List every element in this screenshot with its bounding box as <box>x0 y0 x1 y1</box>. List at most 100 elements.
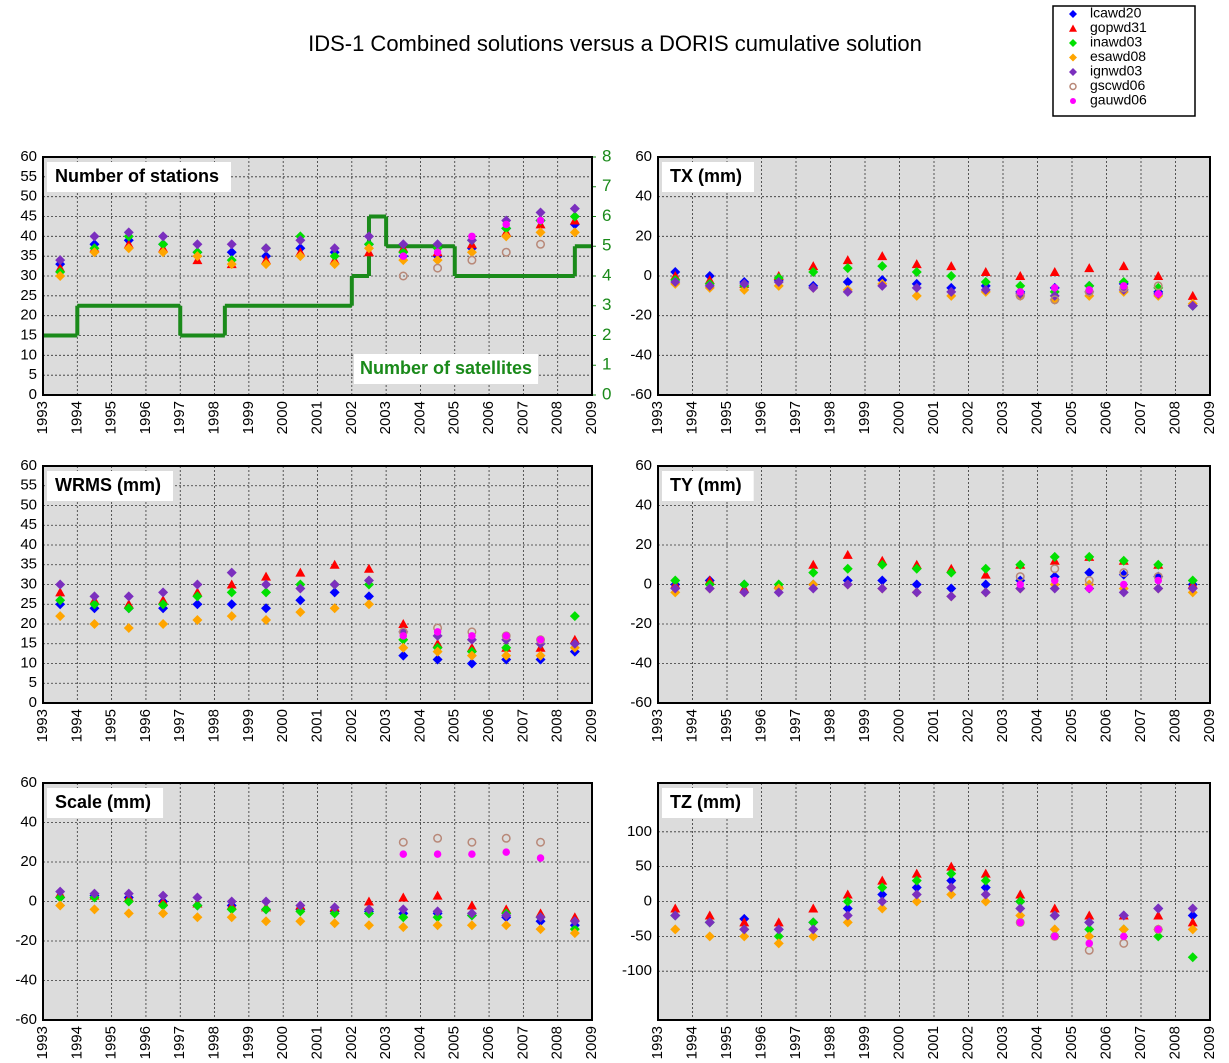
point <box>773 938 784 949</box>
x-tick-label: 2008 <box>1166 401 1183 434</box>
y-tick-label: 60 <box>20 148 37 165</box>
y-tick-label: 20 <box>20 853 37 870</box>
y-tick-label: 40 <box>20 227 37 244</box>
point <box>808 903 819 913</box>
point <box>1015 271 1026 280</box>
point <box>226 599 237 610</box>
point <box>1153 910 1164 920</box>
y-tick-label: -40 <box>630 654 652 671</box>
point <box>1153 583 1164 594</box>
x-tick-label: 2007 <box>1132 1026 1149 1059</box>
point <box>55 595 66 606</box>
legend-label: inawd03 <box>1090 34 1142 50</box>
point <box>569 611 580 622</box>
point <box>911 875 922 886</box>
point <box>946 861 957 871</box>
point <box>329 587 340 598</box>
legend-marker <box>1069 53 1077 62</box>
point <box>946 286 957 297</box>
x-tick-label: 1999 <box>856 401 873 434</box>
point <box>535 650 546 661</box>
satellites-label: Number of satellites <box>360 358 532 378</box>
x-tick-label: 1994 <box>68 401 85 434</box>
point <box>468 632 476 640</box>
x-tick-label: 2005 <box>1063 401 1080 434</box>
x-tick-label: 2000 <box>890 1026 907 1059</box>
point <box>569 916 580 927</box>
point <box>123 603 134 614</box>
y-tick-label: -50 <box>630 927 652 944</box>
point <box>536 216 545 225</box>
point <box>808 282 819 293</box>
point <box>980 587 991 598</box>
y-tick-label: 100 <box>627 823 652 840</box>
point <box>329 259 340 270</box>
x-tick-label: 2004 <box>1028 401 1045 434</box>
x-tick-label: 1997 <box>787 1026 804 1059</box>
point <box>1084 910 1095 920</box>
point <box>1153 931 1164 942</box>
point <box>980 579 991 590</box>
x-tick-label: 2006 <box>480 709 497 742</box>
point <box>158 908 169 919</box>
point <box>261 259 272 270</box>
legend-box <box>1052 5 1196 117</box>
point <box>911 563 922 574</box>
point <box>739 284 750 295</box>
point <box>1118 569 1129 580</box>
x-tick-label: 1999 <box>240 401 257 434</box>
point <box>226 239 237 250</box>
point <box>501 910 512 921</box>
point <box>980 284 991 295</box>
y-tick-label: -20 <box>630 307 652 324</box>
point <box>569 928 580 939</box>
x-tick-label: 1999 <box>240 709 257 742</box>
x-tick-label: 2006 <box>480 401 497 434</box>
x-tick-label: 1993 <box>649 1026 666 1059</box>
x-tick-label: 1995 <box>718 401 735 434</box>
point <box>911 579 922 590</box>
point <box>946 261 957 271</box>
legend-label: ignwd03 <box>1090 63 1142 79</box>
x-tick-label: 2002 <box>959 401 976 434</box>
point <box>704 917 715 928</box>
point <box>399 252 408 260</box>
x-tick-label: 2004 <box>411 1026 428 1059</box>
x-tick-label: 2005 <box>446 401 463 434</box>
point <box>398 912 409 923</box>
point <box>1187 910 1198 921</box>
point <box>55 255 66 266</box>
x-tick-label: 1993 <box>34 709 51 742</box>
x-tick-label: 2004 <box>411 709 428 742</box>
point <box>89 591 100 602</box>
point <box>226 587 237 598</box>
point <box>398 271 408 281</box>
point <box>877 575 888 586</box>
x-tick-label: 1994 <box>683 401 700 434</box>
point <box>739 579 750 590</box>
y-tick-label: 40 <box>20 813 37 830</box>
point <box>467 837 477 847</box>
x-tick-label: 2000 <box>274 709 291 742</box>
point <box>363 231 374 242</box>
point <box>877 875 888 885</box>
x-tick-label: 1995 <box>718 1026 735 1059</box>
x-tick-label: 1995 <box>103 1026 120 1059</box>
panel-label: TZ (mm) <box>670 792 741 812</box>
y2-tick-label: 0 <box>602 384 611 403</box>
point <box>398 904 409 915</box>
point <box>89 231 100 242</box>
point <box>980 569 991 579</box>
point <box>1120 580 1128 589</box>
y-tick-label: 40 <box>635 496 652 513</box>
x-tick-label: 1996 <box>137 709 154 742</box>
x-tick-label: 1995 <box>103 401 120 434</box>
point <box>501 231 512 242</box>
x-tick-label: 2006 <box>1097 1026 1114 1059</box>
point <box>89 247 100 258</box>
x-tick-label: 2005 <box>1063 1026 1080 1059</box>
y-tick-label: 45 <box>20 207 37 224</box>
point <box>226 567 237 578</box>
point <box>123 227 134 238</box>
y-tick-label: 50 <box>20 496 37 513</box>
